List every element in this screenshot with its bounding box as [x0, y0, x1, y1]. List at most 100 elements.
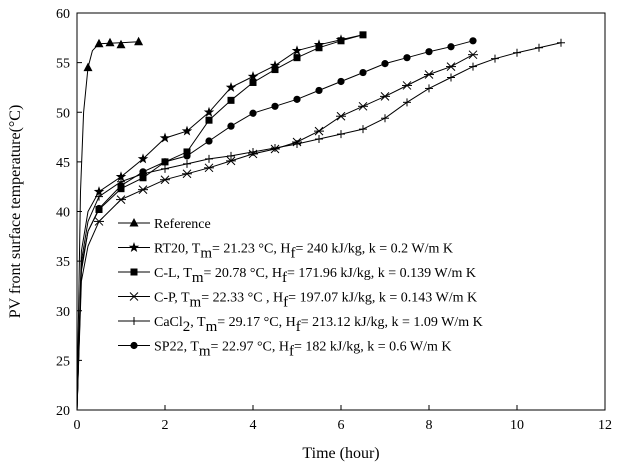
legend-marker: [128, 242, 140, 252]
data-point: [403, 54, 411, 62]
legend-marker: [130, 268, 138, 276]
data-point: [205, 116, 213, 124]
circle-marker: [359, 68, 367, 77]
circle-marker: [293, 95, 301, 103]
x-tick-label: 6: [338, 418, 345, 433]
square-marker: [293, 54, 301, 62]
legend: Reference RT20, Tm= 21.23 °C, Hf= 240 kJ/…: [118, 217, 483, 360]
legend-marker: [130, 341, 138, 350]
x-tick-label: 12: [598, 418, 612, 433]
circle-marker: [95, 204, 103, 213]
legend-text-part: = 29.17 °C, H: [217, 315, 295, 330]
data-point: [249, 109, 257, 117]
y-tick-label: 60: [56, 7, 70, 22]
data-point: [93, 186, 105, 197]
square-marker: [205, 116, 213, 124]
triangle-marker: [116, 39, 126, 49]
legend-text-part: C-P, T: [154, 291, 190, 306]
circle-marker: [249, 109, 257, 117]
legend-text-part: = 182 kJ/kg, k = 0.6 W/m K: [294, 340, 451, 355]
y-tick-label: 35: [56, 255, 70, 270]
legend-marker: [129, 218, 139, 227]
circle-marker: [337, 77, 345, 86]
data-point: [116, 39, 126, 49]
circle-marker: [425, 48, 433, 56]
star-marker: [225, 81, 237, 92]
data-point: [94, 38, 104, 48]
circle-marker: [469, 37, 477, 45]
data-point: [137, 153, 149, 164]
data-point: [293, 54, 301, 62]
legend-subscript: m: [199, 344, 211, 360]
series-line: [76, 34, 364, 411]
star-marker: [203, 106, 215, 117]
data-point: [205, 154, 213, 163]
x-tick-label: 8: [426, 418, 433, 433]
data-point: [226, 156, 236, 166]
star-marker: [128, 242, 140, 252]
data-point: [535, 43, 543, 52]
legend-item: Reference: [118, 217, 211, 232]
square-marker: [183, 148, 191, 156]
data-point: [138, 185, 148, 195]
x-tick-label: 0: [74, 418, 81, 433]
x-tick-label: 2: [162, 418, 169, 433]
legend-text-part: = 171.96 kJ/kg, k = 0.139 W/m K: [287, 266, 476, 281]
data-point: [468, 50, 478, 60]
data-point: [271, 66, 279, 74]
legend-item: CaCl2, Tm= 29.17 °C, Hf= 213.12 kJ/kg, k…: [118, 315, 483, 335]
star-marker: [291, 45, 303, 56]
legend-subscript: m: [190, 295, 202, 311]
data-point: [315, 86, 323, 95]
data-point: [205, 137, 213, 145]
circle-marker: [130, 341, 138, 350]
data-point: [359, 68, 367, 77]
data-point: [161, 158, 169, 166]
x-tick-label: 10: [510, 418, 524, 433]
legend-subscript: f: [290, 246, 295, 262]
circle-marker: [205, 137, 213, 145]
circle-marker: [315, 86, 323, 95]
data-point: [204, 163, 214, 173]
star-marker: [247, 71, 259, 81]
star-marker: [181, 125, 193, 136]
legend-text-part: Reference: [154, 217, 211, 232]
data-point: [182, 169, 192, 179]
x-axis-title: Time (hour): [302, 445, 379, 462]
data-point: [359, 125, 367, 134]
circle-marker: [117, 182, 125, 190]
data-point: [425, 48, 433, 56]
square-marker: [271, 66, 279, 74]
data-point: [403, 98, 411, 107]
data-point: [381, 114, 389, 123]
data-point: [469, 62, 477, 71]
legend-marker: [130, 317, 138, 325]
data-point: [557, 38, 565, 47]
data-point: [247, 71, 259, 81]
data-point: [95, 204, 103, 213]
legend-subscript: m: [200, 246, 212, 262]
data-point: [336, 111, 346, 121]
y-tick-label: 25: [56, 354, 70, 369]
circle-marker: [403, 54, 411, 62]
data-point: [313, 39, 325, 50]
data-point: [249, 147, 257, 156]
data-point: [315, 44, 323, 52]
data-point: [425, 84, 433, 93]
data-point: [139, 168, 147, 176]
square-marker: [315, 44, 323, 52]
data-point: [291, 45, 303, 56]
legend-label: Reference: [154, 217, 211, 232]
data-point: [160, 175, 170, 185]
legend-text-part: RT20, T: [154, 242, 201, 257]
triangle-marker: [105, 37, 115, 47]
square-marker: [337, 37, 345, 45]
data-point: [337, 37, 345, 45]
star-marker: [115, 171, 127, 182]
legend-label: SP22, Tm= 22.97 °C, Hf= 182 kJ/kg, k = 0…: [154, 340, 451, 360]
data-point: [271, 102, 279, 110]
legend-label: RT20, Tm= 21.23 °C, Hf= 240 kJ/kg, k = 0…: [154, 242, 453, 262]
triangle-marker: [129, 218, 139, 227]
legend-text-part: = 21.23 °C, H: [212, 242, 290, 257]
y-tick-label: 30: [56, 305, 70, 320]
